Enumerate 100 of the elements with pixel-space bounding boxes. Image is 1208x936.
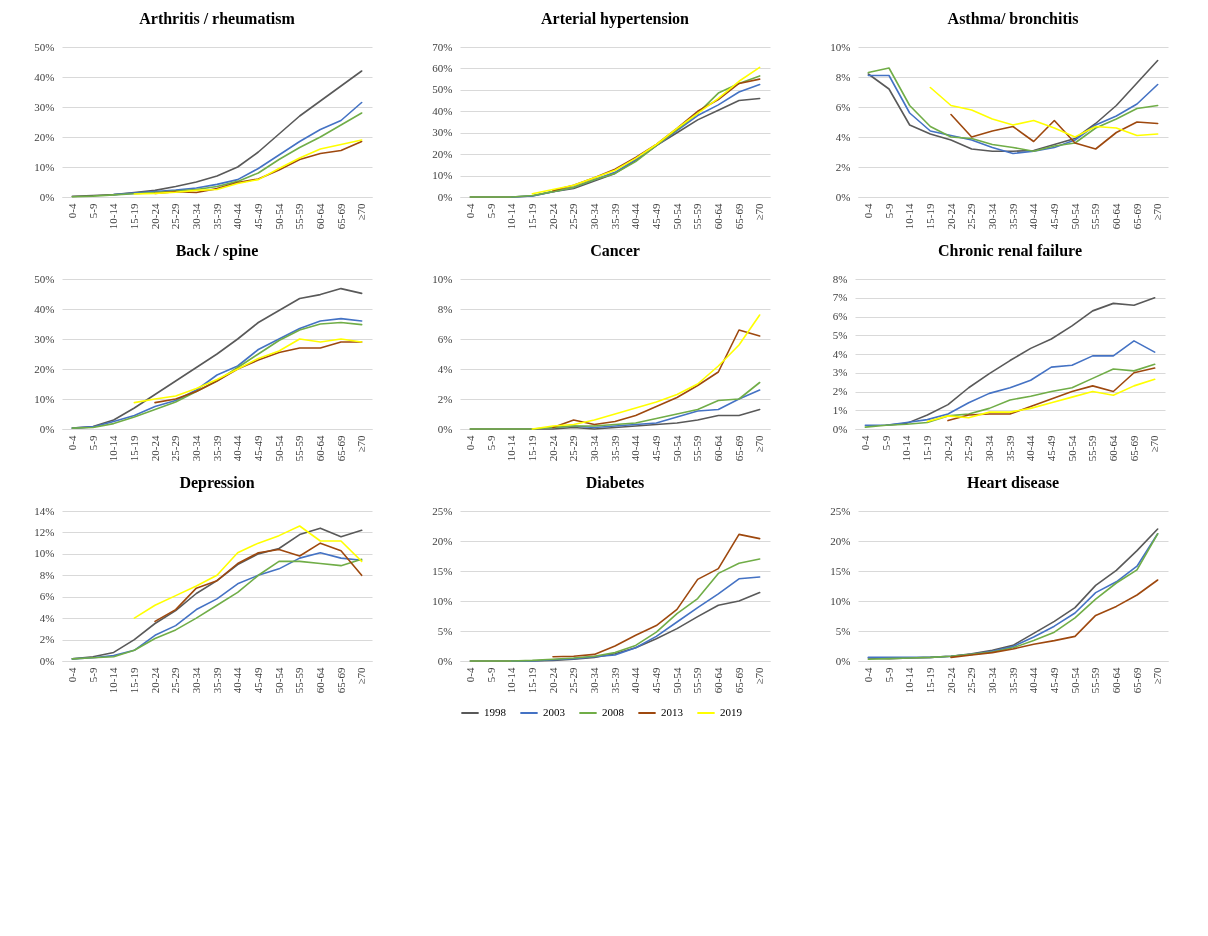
y-tick-label: 8%	[39, 568, 55, 581]
x-tick-label: ≥70	[753, 667, 766, 685]
y-tick-label: 0%	[437, 422, 453, 435]
x-tick-label: 10-14	[900, 435, 913, 462]
y-tick-label: 15%	[432, 564, 453, 577]
chart-title: Cancer	[590, 242, 640, 259]
x-tick-label: 25-29	[567, 203, 580, 230]
x-tick-label: 15-19	[127, 203, 140, 230]
y-tick-label: 25%	[830, 504, 851, 517]
line-series	[71, 112, 363, 198]
y-tick-label: 4%	[835, 130, 851, 143]
line-series	[864, 340, 1156, 427]
x-tick-label: 45-49	[1044, 435, 1057, 462]
x-tick-label: 65-69	[334, 203, 347, 230]
y-tick-label: 2%	[39, 633, 55, 646]
y-tick-label: 0%	[835, 190, 851, 203]
x-tick-label: 35-39	[210, 203, 223, 230]
x-tick-label: 55-59	[293, 435, 306, 462]
x-tick-label: 0-4	[65, 435, 78, 451]
line-series	[552, 533, 761, 658]
y-tick-label: 2%	[832, 385, 848, 397]
x-tick-label: 0-4	[858, 435, 871, 451]
y-tick-label: 6%	[832, 310, 848, 322]
x-tick-label: 65-69	[1130, 203, 1143, 230]
x-tick-label: 30-34	[982, 435, 995, 462]
x-tick-label: 40-44	[1027, 667, 1040, 694]
x-tick-label: 25-29	[169, 667, 182, 694]
y-tick-label: 6%	[835, 100, 851, 113]
x-tick-label: 45-49	[649, 435, 662, 462]
x-tick-label: 55-59	[1086, 435, 1099, 462]
x-tick-label: ≥70	[1148, 435, 1161, 453]
x-tick-label: 35-39	[210, 435, 223, 462]
x-tick-label: 20-24	[148, 435, 161, 462]
x-tick-label: 5-9	[484, 203, 497, 219]
y-tick-label: 0%	[437, 654, 453, 667]
line-series	[469, 381, 761, 430]
line-series	[552, 329, 761, 429]
x-tick-label: 35-39	[608, 667, 621, 694]
y-tick-label: 4%	[832, 347, 848, 360]
x-tick-label: 40-44	[231, 667, 244, 694]
y-tick-label: 6%	[39, 590, 55, 603]
x-tick-label: 50-54	[272, 435, 285, 462]
x-tick-label: 30-34	[189, 435, 202, 462]
y-tick-label: 0%	[437, 190, 453, 203]
x-tick-label: ≥70	[1151, 203, 1164, 221]
y-tick-label: 10%	[432, 272, 453, 285]
x-tick-label: 5-9	[86, 435, 99, 451]
x-tick-label: 20-24	[546, 203, 559, 230]
x-tick-label: 25-29	[169, 203, 182, 230]
line-series	[469, 75, 761, 198]
x-tick-label: 65-69	[1127, 435, 1140, 462]
y-tick-label: 8%	[437, 302, 453, 315]
x-tick-label: 65-69	[334, 435, 347, 462]
y-tick-label: 50%	[432, 83, 453, 96]
x-tick-label: 10-14	[107, 667, 120, 694]
legend-label: 1998	[484, 706, 507, 718]
y-tick-label: 10%	[34, 160, 55, 173]
legend-label: 2013	[661, 706, 684, 718]
y-tick-label: 50%	[34, 40, 55, 53]
y-tick-label: 4%	[39, 611, 55, 624]
x-tick-label: 20-24	[941, 435, 954, 462]
chart-title: Depression	[179, 474, 255, 492]
x-tick-label: 50-54	[1068, 667, 1081, 694]
x-tick-label: 10-14	[903, 203, 916, 230]
x-tick-label: 35-39	[1003, 435, 1016, 462]
x-tick-label: ≥70	[355, 667, 368, 685]
x-tick-label: 20-24	[944, 667, 957, 694]
x-tick-label: 0-4	[65, 203, 78, 219]
y-tick-label: 0%	[39, 654, 55, 667]
x-tick-label: 40-44	[629, 667, 642, 694]
y-tick-label: 40%	[34, 70, 55, 83]
x-tick-label: 50-54	[1068, 203, 1081, 230]
x-tick-label: 35-39	[608, 203, 621, 230]
y-tick-label: 2%	[437, 392, 453, 405]
x-tick-label: 60-64	[313, 667, 326, 694]
y-tick-label: 15%	[830, 564, 851, 577]
x-tick-label: 65-69	[1130, 667, 1143, 694]
x-tick-label: 35-39	[608, 435, 621, 462]
x-tick-label: 40-44	[1027, 203, 1040, 230]
y-tick-label: 60%	[432, 61, 453, 74]
y-tick-label: 30%	[34, 100, 55, 113]
x-tick-label: 30-34	[985, 667, 998, 694]
x-tick-label: 50-54	[272, 667, 285, 694]
chart-title: Back / spine	[175, 242, 259, 260]
x-tick-label: 50-54	[272, 203, 285, 230]
x-tick-label: 30-34	[189, 667, 202, 694]
chart-title: Arterial hypertension	[541, 10, 690, 28]
x-tick-label: 20-24	[148, 667, 161, 694]
y-tick-label: 20%	[34, 130, 55, 143]
line-series	[531, 314, 761, 430]
line-series	[950, 579, 1159, 659]
x-tick-label: 25-29	[567, 435, 580, 462]
x-tick-label: 0-4	[463, 667, 476, 683]
line-series	[469, 558, 761, 662]
chart-title: Asthma/ bronchitis	[947, 10, 1079, 27]
y-tick-label: 0%	[832, 422, 848, 435]
line-series	[929, 86, 1159, 138]
x-tick-label: 25-29	[169, 435, 182, 462]
x-tick-label: 10-14	[903, 667, 916, 694]
line-series	[864, 363, 1156, 428]
